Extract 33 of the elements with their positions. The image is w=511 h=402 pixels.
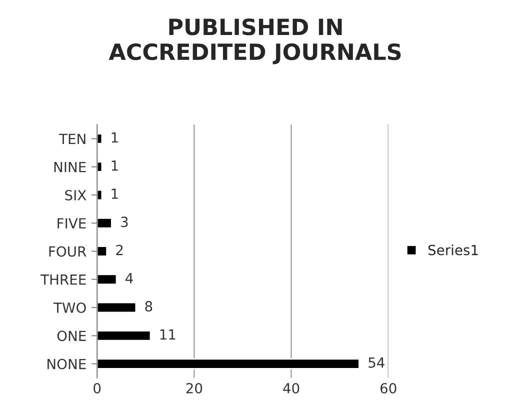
y-tick-label: THREE (40, 274, 86, 285)
bar (97, 302, 137, 314)
bar (97, 161, 103, 172)
data-label: 2 (116, 244, 123, 256)
data-label: 3 (121, 216, 128, 228)
data-label: 4 (126, 273, 133, 284)
data-label: 11 (160, 329, 176, 340)
bar (97, 246, 108, 257)
data-label: 1 (112, 188, 118, 199)
y-tick-label: NONE (48, 358, 86, 370)
data-label: 54 (368, 358, 384, 368)
bar (97, 133, 103, 144)
bar (97, 274, 118, 286)
y-tick-label: ONE (57, 330, 86, 342)
y-tick-label: NINE (54, 162, 86, 172)
y-tick-label: FOUR (49, 246, 86, 257)
bar (97, 358, 360, 370)
x-tick-label: 40 (283, 382, 300, 394)
y-tick-label: FIVE (58, 218, 86, 228)
data-label: 1 (112, 160, 118, 171)
bar (97, 330, 152, 342)
y-tick-label: TWO (53, 302, 86, 314)
x-tick-label: 60 (380, 382, 396, 394)
x-tick-label: 0 (94, 382, 101, 394)
data-label: 8 (145, 301, 152, 312)
legend-label: Series1 (428, 244, 478, 256)
x-tick-label: 20 (186, 382, 202, 394)
bar (97, 217, 112, 229)
y-tick-label: TEN (58, 134, 86, 144)
bar (97, 189, 103, 201)
chart-title: PUBLISHED IN ACCREDITED JOURNALS (108, 18, 401, 64)
y-tick-label: SIX (65, 190, 86, 200)
data-label: 1 (112, 132, 118, 143)
